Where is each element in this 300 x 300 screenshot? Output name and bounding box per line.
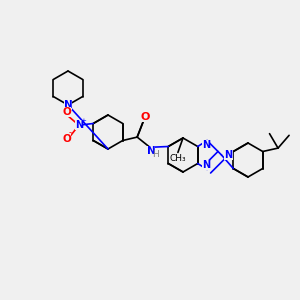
Text: O: O bbox=[63, 107, 71, 117]
Text: O: O bbox=[62, 134, 71, 144]
Text: N: N bbox=[146, 146, 155, 156]
Text: N: N bbox=[64, 100, 72, 110]
Text: N: N bbox=[75, 120, 83, 130]
Text: N: N bbox=[224, 150, 232, 160]
Text: -: - bbox=[69, 129, 72, 138]
Text: N: N bbox=[202, 160, 210, 170]
Text: +: + bbox=[80, 118, 86, 124]
Text: H: H bbox=[152, 150, 159, 159]
Text: N: N bbox=[202, 140, 210, 150]
Text: O: O bbox=[140, 112, 150, 122]
Text: CH₃: CH₃ bbox=[169, 154, 186, 163]
